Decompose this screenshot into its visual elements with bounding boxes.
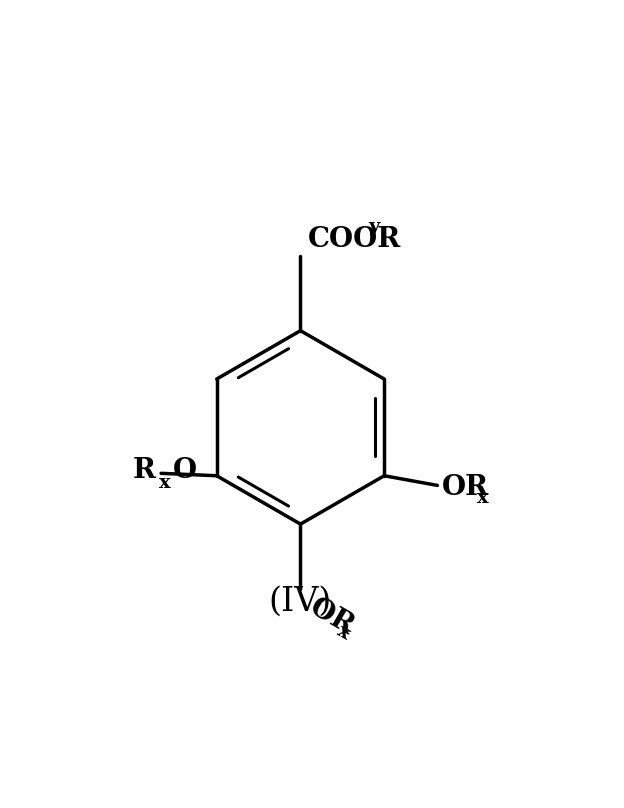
Text: y: y	[368, 218, 379, 237]
Text: OR: OR	[305, 594, 359, 642]
Text: O: O	[173, 457, 197, 485]
Text: (ⅠV): (ⅠV)	[269, 586, 332, 617]
Text: x: x	[477, 490, 489, 507]
Text: x: x	[158, 474, 170, 492]
Text: x: x	[334, 622, 353, 644]
Text: OR: OR	[442, 474, 489, 501]
Text: R: R	[134, 457, 156, 485]
Text: COOR: COOR	[308, 226, 401, 253]
